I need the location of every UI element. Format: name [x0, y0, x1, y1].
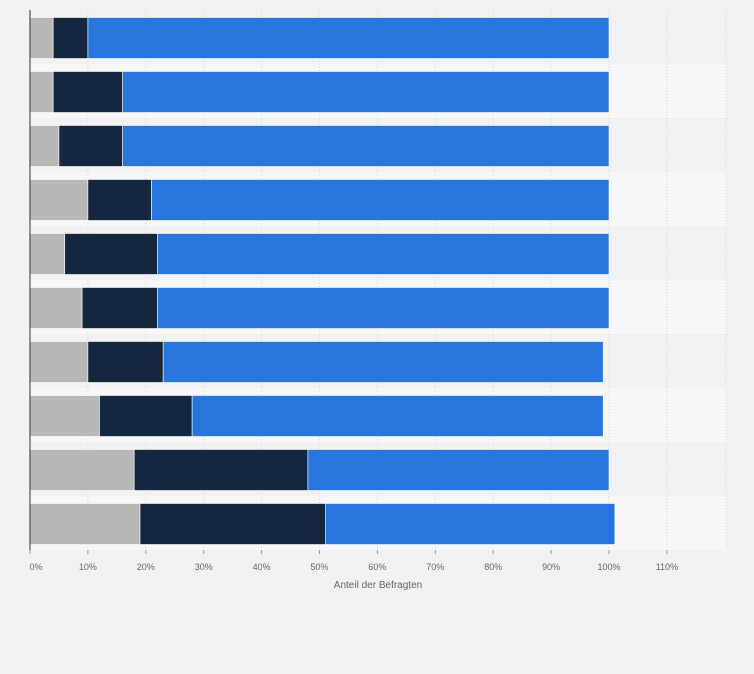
- bar-segment[interactable]: [133, 449, 309, 491]
- x-tick-label: 90%: [542, 562, 560, 572]
- bar-segment[interactable]: [99, 395, 193, 437]
- x-tick-label: 10%: [79, 562, 97, 572]
- bars: [29, 17, 616, 545]
- bar-segment[interactable]: [87, 17, 610, 59]
- x-tick-label: 0%: [29, 562, 42, 572]
- x-tick-label: 60%: [368, 562, 386, 572]
- x-tick-label: 80%: [484, 562, 502, 572]
- bar-segment[interactable]: [162, 341, 604, 383]
- bar-segment[interactable]: [324, 503, 616, 545]
- x-tick-label: 110%: [656, 562, 678, 572]
- bar-segment[interactable]: [58, 125, 123, 167]
- bar-segment[interactable]: [151, 179, 610, 221]
- bar-segment[interactable]: [307, 449, 610, 491]
- bar-segment[interactable]: [29, 179, 89, 221]
- x-tick-label: 40%: [253, 562, 271, 572]
- bar-segment[interactable]: [29, 287, 83, 329]
- bar-segment[interactable]: [81, 287, 158, 329]
- bar-segment[interactable]: [64, 233, 158, 275]
- bar-segment[interactable]: [157, 287, 610, 329]
- x-axis-title: Anteil der Befragten: [334, 580, 422, 591]
- bar-segment[interactable]: [122, 71, 610, 113]
- x-tick-label: 30%: [195, 562, 213, 572]
- x-tick-label: 50%: [310, 562, 328, 572]
- bar-segment[interactable]: [29, 341, 89, 383]
- bar-segment[interactable]: [52, 17, 89, 59]
- x-tick-label: 20%: [137, 562, 155, 572]
- bar-segment[interactable]: [29, 503, 141, 545]
- bar-segment[interactable]: [87, 341, 164, 383]
- bar-segment[interactable]: [52, 71, 123, 113]
- x-tick-label: 70%: [426, 562, 444, 572]
- bar-segment[interactable]: [87, 179, 152, 221]
- bar-segment[interactable]: [29, 395, 100, 437]
- bar-segment[interactable]: [29, 233, 66, 275]
- bar-segment[interactable]: [139, 503, 326, 545]
- bar-segment[interactable]: [157, 233, 610, 275]
- bar-segment[interactable]: [29, 449, 135, 491]
- bar-segment[interactable]: [29, 17, 54, 59]
- x-tick-label: 100%: [597, 562, 620, 572]
- axis: 0% 10% 20% 30% 40% 50% 60% 70% 80% 90% 100% 110%: [29, 10, 678, 572]
- bar-segment[interactable]: [122, 125, 610, 167]
- bar-segment[interactable]: [191, 395, 604, 437]
- bar-segment[interactable]: [29, 71, 54, 113]
- bar-segment[interactable]: [29, 125, 60, 167]
